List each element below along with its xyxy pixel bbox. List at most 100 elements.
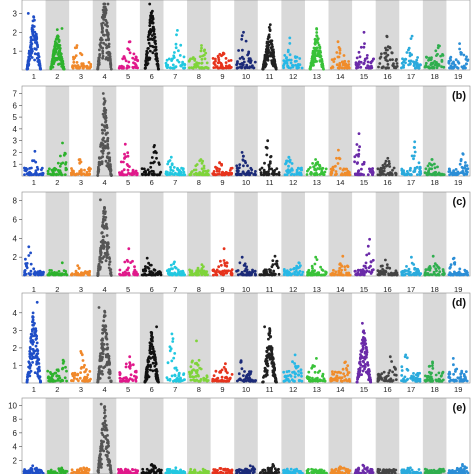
snp-point-chr1: [28, 45, 32, 49]
snp-point-chr4: [98, 452, 102, 456]
snp-point-chr2: [55, 172, 58, 176]
snp-point-chr4: [101, 128, 104, 132]
snp-point-chr4: [99, 352, 102, 356]
snp-point-chr9: [225, 271, 229, 275]
snp-point-chr13: [319, 265, 322, 269]
snp-point-chr16: [383, 167, 386, 170]
snp-point-chr14: [342, 372, 345, 376]
snp-point-chr19: [456, 60, 460, 64]
snp-point-chr11: [268, 353, 272, 357]
snp-point-chr6: [148, 2, 152, 6]
snp-point-chr7: [174, 466, 178, 470]
snp-point-chr5: [131, 363, 135, 367]
snp-point-chr6: [145, 52, 148, 56]
snp-point-chr19: [454, 168, 458, 171]
snp-point-chr18: [423, 171, 427, 175]
snp-point-chr19: [451, 272, 455, 276]
snp-point-chr3: [73, 373, 77, 377]
chromosome-label-11: 11: [266, 72, 274, 81]
snp-point-chr6: [141, 173, 145, 177]
snp-point-chr2: [61, 63, 65, 67]
snp-point-chr8: [195, 371, 198, 375]
chromosome-band-12: [281, 0, 305, 70]
snp-point-chr5: [126, 64, 129, 68]
snp-point-chr15: [357, 132, 361, 136]
snp-point-chr15: [371, 172, 375, 176]
snp-point-chr2: [50, 271, 54, 275]
snp-point-chr5: [120, 379, 124, 383]
snp-point-chr16: [381, 169, 384, 173]
snp-point-chr9: [230, 373, 234, 376]
snp-point-chr15: [357, 368, 361, 371]
chromosome-label-2: 2: [55, 178, 59, 187]
snp-point-chr8: [200, 267, 204, 270]
snp-point-chr10: [241, 154, 245, 158]
y-tick-label: 7: [13, 90, 18, 99]
snp-point-chr19: [449, 273, 453, 277]
snp-point-chr19: [462, 172, 466, 176]
snp-point-chr18: [430, 163, 434, 167]
snp-point-chr14: [330, 169, 334, 172]
snp-point-chr11: [276, 266, 280, 270]
snp-point-chr9: [220, 263, 223, 267]
snp-point-chr17: [404, 379, 407, 383]
snp-point-chr10: [249, 370, 253, 373]
snp-point-chr14: [329, 379, 333, 383]
snp-point-chr4: [102, 319, 106, 323]
snp-point-chr15: [367, 368, 371, 371]
snp-point-chr9: [214, 369, 218, 373]
snp-point-chr4: [99, 248, 102, 252]
snp-point-chr9: [218, 271, 222, 275]
snp-point-chr4: [97, 156, 101, 160]
snp-point-chr14: [345, 171, 349, 175]
snp-point-chr1: [32, 267, 36, 271]
snp-point-chr19: [454, 378, 457, 382]
snp-point-chr12: [299, 371, 303, 375]
snp-point-chr3: [80, 271, 83, 275]
snp-point-chr10: [240, 37, 244, 41]
snp-point-chr2: [63, 173, 67, 177]
panel-label: (d): [452, 297, 466, 309]
snp-point-chr2: [56, 161, 60, 165]
snp-point-chr10: [243, 66, 247, 70]
snp-point-chr18: [439, 173, 443, 177]
snp-point-chr4: [107, 355, 110, 359]
snp-point-chr4: [103, 314, 107, 318]
y-tick-label: 2: [13, 148, 18, 157]
chromosome-band-10: [234, 0, 258, 70]
snp-point-chr4: [107, 266, 111, 270]
snp-point-chr11: [262, 270, 266, 273]
snp-point-chr17: [409, 59, 412, 63]
snp-point-chr1: [32, 159, 36, 163]
snp-point-chr17: [405, 367, 409, 371]
snp-point-chr1: [36, 349, 40, 353]
snp-point-chr13: [308, 166, 312, 169]
snp-point-chr12: [297, 370, 300, 373]
snp-point-chr15: [354, 63, 358, 66]
snp-point-chr9: [223, 261, 227, 265]
snp-point-chr12: [300, 66, 304, 70]
snp-point-chr2: [46, 169, 50, 173]
snp-point-chr11: [272, 361, 275, 364]
snp-point-chr5: [134, 378, 138, 381]
snp-point-chr5: [126, 154, 130, 158]
chromosome-label-1: 1: [32, 385, 36, 394]
snp-point-chr13: [308, 379, 311, 383]
snp-point-chr16: [392, 273, 396, 277]
snp-point-chr9: [228, 376, 232, 380]
snp-point-chr14: [346, 364, 350, 367]
snp-point-chr16: [378, 62, 382, 65]
snp-point-chr15: [362, 30, 366, 34]
snp-point-chr16: [395, 271, 399, 275]
snp-point-chr19: [466, 271, 469, 275]
snp-point-chr16: [380, 372, 384, 375]
snp-point-chr12: [288, 160, 292, 164]
snp-point-chr3: [77, 266, 81, 270]
snp-point-chr9: [225, 66, 229, 70]
snp-point-chr2: [58, 273, 62, 276]
chromosome-band-18: [422, 192, 447, 276]
snp-point-chr1: [25, 67, 29, 71]
snp-point-chr15: [365, 253, 369, 257]
snp-point-chr10: [244, 39, 248, 43]
snp-point-chr10: [242, 30, 245, 34]
